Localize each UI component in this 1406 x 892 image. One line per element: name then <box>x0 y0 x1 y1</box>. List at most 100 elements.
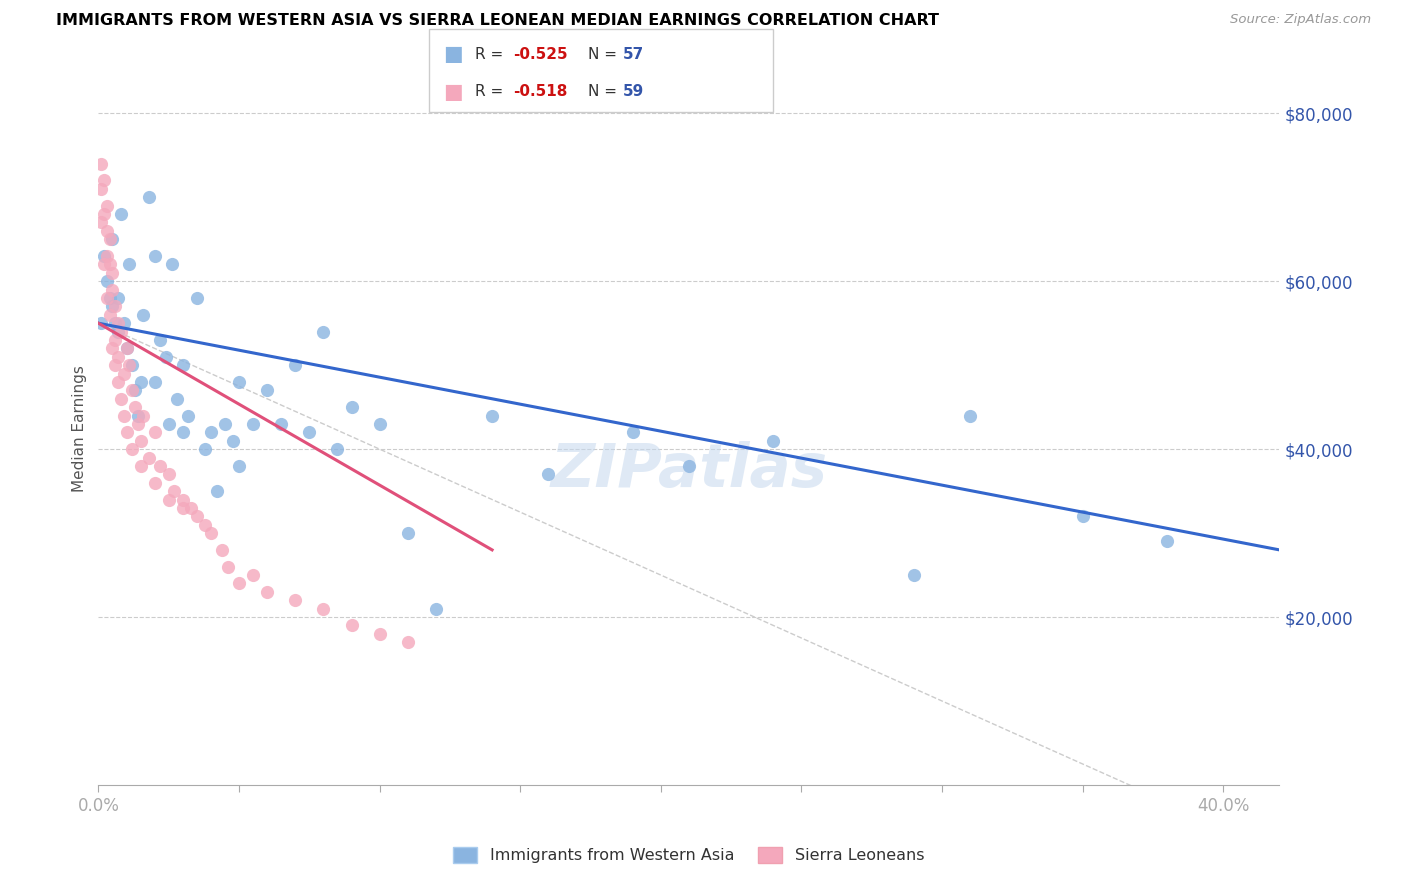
Point <box>163 484 186 499</box>
Text: N =: N = <box>588 47 621 62</box>
Point <box>228 576 250 591</box>
Point <box>104 300 127 314</box>
Point <box>107 291 129 305</box>
Point <box>1071 509 1094 524</box>
Point <box>200 526 222 541</box>
Point <box>194 442 217 457</box>
Point <box>284 593 307 607</box>
Point <box>129 434 152 448</box>
Point <box>104 316 127 330</box>
Text: -0.518: -0.518 <box>513 85 568 99</box>
Point <box>172 358 194 372</box>
Point <box>93 257 115 271</box>
Point <box>121 442 143 457</box>
Text: ■: ■ <box>443 82 463 102</box>
Text: N =: N = <box>588 85 621 99</box>
Point <box>129 458 152 473</box>
Point <box>270 417 292 431</box>
Point <box>112 367 135 381</box>
Point <box>222 434 245 448</box>
Point <box>118 358 141 372</box>
Point <box>621 425 644 440</box>
Point <box>101 232 124 246</box>
Point <box>298 425 321 440</box>
Point <box>256 384 278 398</box>
Point <box>90 316 112 330</box>
Text: R =: R = <box>475 85 509 99</box>
Text: R =: R = <box>475 47 509 62</box>
Point <box>93 249 115 263</box>
Point <box>98 257 121 271</box>
Text: Source: ZipAtlas.com: Source: ZipAtlas.com <box>1230 13 1371 27</box>
Point <box>678 458 700 473</box>
Point <box>107 375 129 389</box>
Point <box>903 568 925 582</box>
Point <box>124 400 146 414</box>
Point <box>396 526 419 541</box>
Point <box>101 342 124 356</box>
Point <box>124 384 146 398</box>
Legend: Immigrants from Western Asia, Sierra Leoneans: Immigrants from Western Asia, Sierra Leo… <box>447 840 931 870</box>
Point <box>537 467 560 482</box>
Point <box>155 350 177 364</box>
Point <box>96 224 118 238</box>
Point <box>180 500 202 515</box>
Point <box>149 333 172 347</box>
Point <box>115 342 138 356</box>
Text: 59: 59 <box>623 85 644 99</box>
Point <box>177 409 200 423</box>
Point <box>481 409 503 423</box>
Point <box>101 266 124 280</box>
Point <box>172 500 194 515</box>
Point <box>256 585 278 599</box>
Point <box>107 325 129 339</box>
Point <box>132 409 155 423</box>
Point <box>762 434 785 448</box>
Point <box>172 492 194 507</box>
Y-axis label: Median Earnings: Median Earnings <box>72 365 87 491</box>
Point <box>340 400 363 414</box>
Point <box>96 274 118 288</box>
Point <box>312 325 335 339</box>
Point <box>98 291 121 305</box>
Point <box>98 232 121 246</box>
Point <box>368 417 391 431</box>
Point <box>157 417 180 431</box>
Point <box>1156 534 1178 549</box>
Point <box>157 467 180 482</box>
Point <box>228 375 250 389</box>
Point <box>115 425 138 440</box>
Text: ZIPatlas: ZIPatlas <box>550 442 828 500</box>
Point <box>101 300 124 314</box>
Point <box>186 509 208 524</box>
Point <box>112 409 135 423</box>
Point <box>172 425 194 440</box>
Point <box>96 249 118 263</box>
Point <box>326 442 349 457</box>
Point <box>284 358 307 372</box>
Point <box>312 601 335 615</box>
Point <box>425 601 447 615</box>
Point <box>959 409 981 423</box>
Point <box>112 316 135 330</box>
Point <box>157 492 180 507</box>
Point <box>194 517 217 532</box>
Point <box>90 215 112 229</box>
Point <box>104 333 127 347</box>
Point <box>96 199 118 213</box>
Point <box>110 325 132 339</box>
Point <box>115 342 138 356</box>
Text: -0.525: -0.525 <box>513 47 568 62</box>
Point <box>110 392 132 406</box>
Text: 57: 57 <box>623 47 644 62</box>
Point <box>138 450 160 465</box>
Point <box>107 350 129 364</box>
Point <box>211 542 233 557</box>
Text: IMMIGRANTS FROM WESTERN ASIA VS SIERRA LEONEAN MEDIAN EARNINGS CORRELATION CHART: IMMIGRANTS FROM WESTERN ASIA VS SIERRA L… <box>56 13 939 29</box>
Point <box>93 173 115 187</box>
Point <box>129 375 152 389</box>
Point <box>340 618 363 632</box>
Point <box>90 157 112 171</box>
Point <box>138 190 160 204</box>
Point <box>242 417 264 431</box>
